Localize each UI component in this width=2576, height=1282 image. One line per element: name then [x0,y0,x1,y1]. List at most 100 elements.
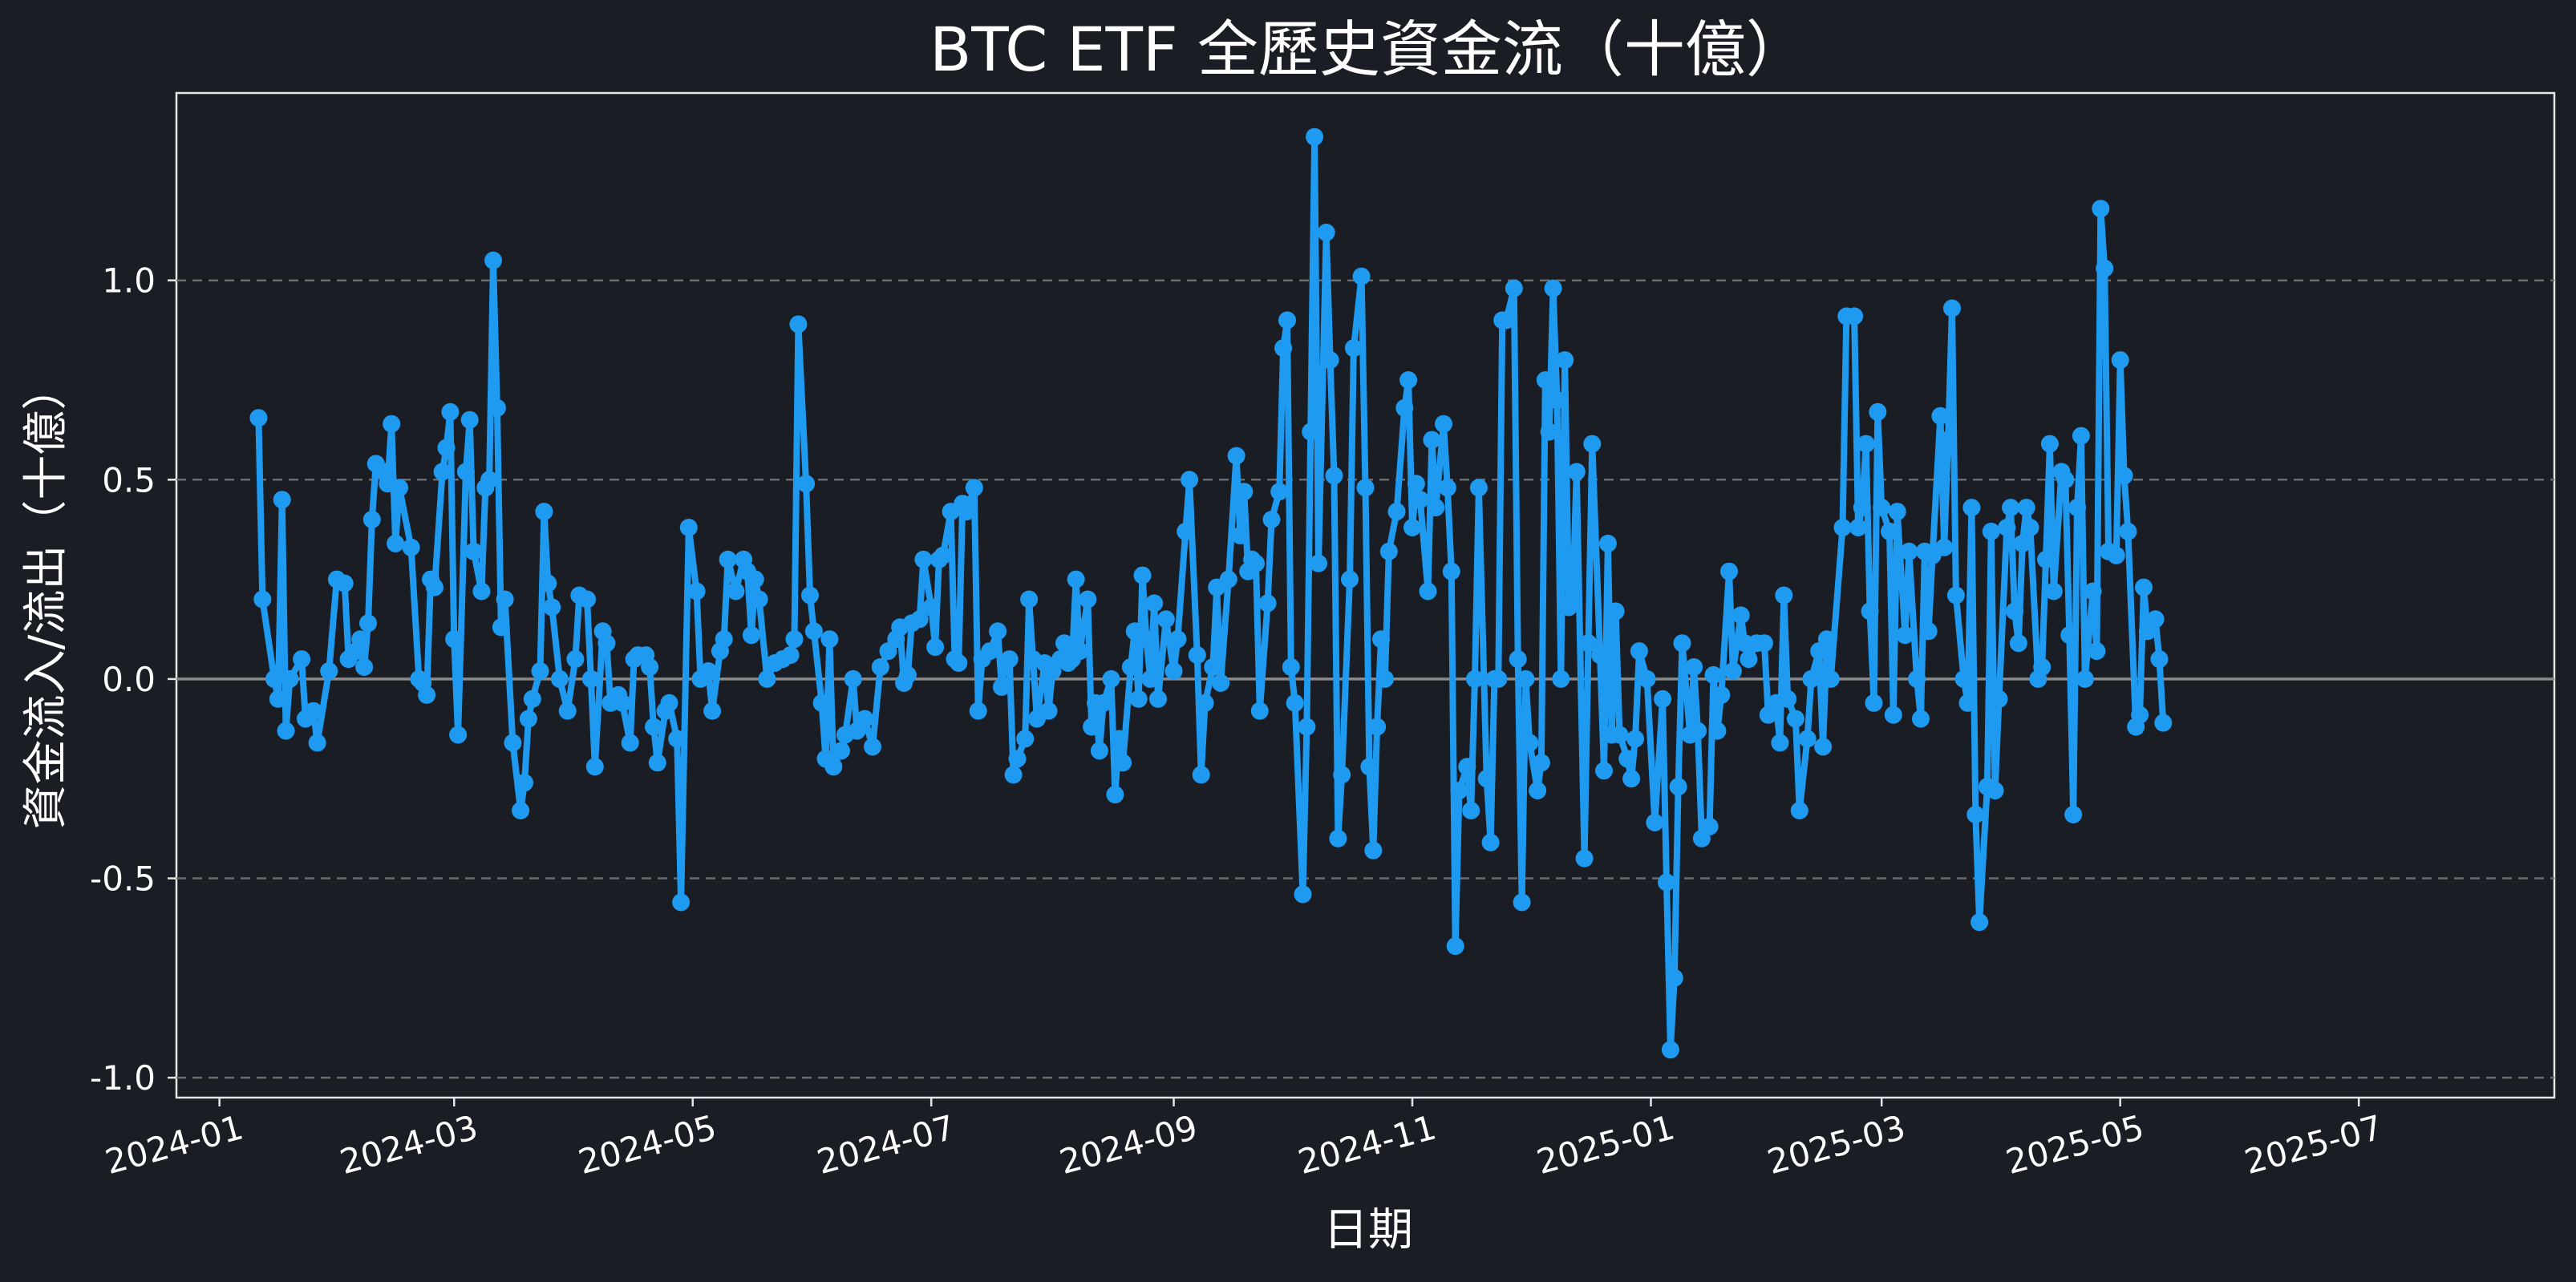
data-point [1610,726,1629,744]
data-point [523,690,541,708]
data-point [1368,718,1387,736]
y-axis-title: 資金流入/流出（十億） [20,366,72,830]
data-point [1888,503,1906,521]
data-point [969,702,987,720]
data-point [1720,562,1738,580]
data-point [1513,893,1531,912]
data-point [1110,730,1128,748]
data-point [550,669,569,688]
data-point [1379,542,1398,560]
data-point [1258,594,1277,613]
data-point [425,578,444,597]
data-point [1227,447,1245,465]
data-point [1935,538,1954,556]
data-point [1231,526,1250,544]
data-point [1919,622,1938,641]
data-point [1411,491,1429,509]
data-point [871,658,889,676]
data-point [512,802,530,819]
data-point [488,398,506,417]
data-point [1567,463,1586,481]
data-point [1310,554,1327,572]
data-point [1169,630,1187,649]
data-point [1622,770,1641,788]
data-point [1865,694,1883,712]
data-point [2096,259,2114,277]
data-point [1552,669,1570,688]
data-point [1685,658,1703,676]
data-point [1325,467,1343,485]
data-point [1845,307,1864,326]
data-point [2006,602,2023,621]
data-point [1477,770,1496,788]
data-point [660,694,678,712]
data-point [1181,471,1199,489]
data-point [492,618,510,637]
data-point [1723,662,1742,680]
data-point [1509,650,1527,669]
data-point [1423,431,1441,449]
data-point [1661,1041,1679,1059]
data-point [1395,398,1414,417]
data-point [804,622,823,641]
data-point [464,542,483,560]
data-point [1156,610,1175,629]
data-point [1321,351,1339,370]
data-point [1192,766,1210,784]
data-point [645,718,662,736]
data-point [715,630,733,649]
data-point [1954,669,1973,688]
data-point [1262,511,1281,528]
x-tick-label: 2024-11 [1294,1107,1440,1182]
y-tick-label: 0.5 [102,460,156,499]
y-tick-label: 1.0 [102,261,156,301]
data-point [1931,406,1950,425]
data-point [1055,634,1073,653]
x-axis-title: 日期 [1323,1204,1413,1256]
data-point [965,479,983,497]
data-point [950,654,968,672]
data-point [2115,467,2133,485]
data-point [1427,499,1445,517]
data-point [1583,435,1602,453]
data-point [742,626,760,645]
data-point [1665,969,1683,987]
data-point [1833,519,1852,536]
data-point [1540,423,1558,441]
data-point [1779,690,1797,708]
data-point [1896,626,1914,645]
data-point [1817,630,1836,649]
data-point [2013,534,2031,552]
data-point [719,550,737,568]
data-point [1360,758,1379,776]
x-tick-label: 2025-01 [1533,1107,1679,1182]
data-point [359,614,377,633]
data-point [355,658,374,676]
data-point [1020,590,1039,609]
data-point [1083,718,1101,736]
data-point [1802,669,1821,688]
data-point [750,590,768,609]
data-point [531,662,549,680]
data-point [1000,650,1019,669]
data-point [1298,718,1316,736]
data-point [273,491,291,509]
data-point [1912,710,1930,728]
data-point [1853,499,1871,517]
data-point [1177,522,1195,540]
data-point [1442,562,1460,580]
data-point [679,519,698,536]
data-point [456,463,475,481]
data-point [1090,742,1108,760]
data-point [1250,702,1269,720]
data-point [1881,522,1898,540]
data-point [812,694,831,712]
data-point [1121,658,1140,676]
data-point [993,677,1011,696]
data-point [1884,706,1902,724]
data-point [2146,610,2165,629]
data-point [672,893,691,912]
data-point [1970,913,1989,932]
data-point [2064,806,2083,823]
data-point [1658,873,1675,892]
